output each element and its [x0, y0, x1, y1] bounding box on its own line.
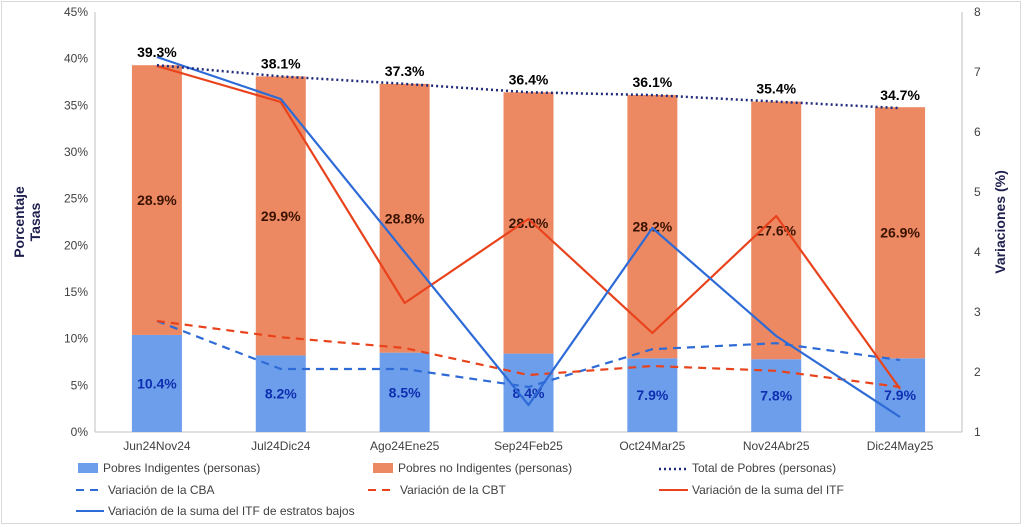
- left-axis-ticks: 0% 5% 10% 15% 20% 25% 30% 35% 40% 45%: [64, 5, 88, 439]
- series-line-2: [156, 64, 901, 390]
- right-tick-label: 3: [974, 305, 981, 319]
- bars: [131, 65, 926, 432]
- total-label: 37.3%: [385, 63, 425, 79]
- bar-label-indigentes: 10.4%: [137, 375, 177, 391]
- bar-indigentes: [751, 359, 802, 432]
- right-tick-label: 2: [974, 365, 981, 379]
- bar-label-no-indigentes: 28.2%: [633, 219, 673, 235]
- right-axis-ticks: 1 2 3 4 5 6 7 8: [974, 5, 981, 439]
- total-label: 36.4%: [509, 71, 549, 87]
- bar-indigentes: [131, 334, 182, 432]
- left-axis-title-line1: Porcentaje: [11, 186, 27, 258]
- legend-label-itf: Variación de la suma del ITF: [692, 483, 844, 497]
- bar-indigentes: [379, 352, 430, 432]
- x-tick-label: Nov24Abr25: [743, 439, 810, 453]
- legend-label-no-indigentes: Pobres no Indigentes (personas): [398, 461, 572, 475]
- x-tick-label: Oct24Mar25: [619, 439, 685, 453]
- right-tick-label: 1: [974, 425, 981, 439]
- right-axis-title: Variaciones (%): [992, 170, 1008, 274]
- right-tick-label: 5: [974, 185, 981, 199]
- total-label: 38.1%: [261, 55, 301, 71]
- legend-swatch-indigentes: [78, 463, 98, 473]
- right-tick-label: 8: [974, 5, 981, 19]
- bar-indigentes: [875, 358, 926, 432]
- left-axis-title-line2: Tasas: [27, 202, 43, 241]
- bar-label-no-indigentes: 28.8%: [385, 210, 425, 226]
- bar-indigentes: [627, 358, 678, 432]
- bar-label-no-indigentes: 29.9%: [261, 208, 301, 224]
- bar-indigentes: [503, 353, 554, 432]
- bar-label-indigentes: 8.2%: [265, 386, 297, 402]
- x-tick-label: Jul24Dic24: [251, 439, 311, 453]
- legend-label-itf-bajos: Variación de la suma del ITF de estratos…: [108, 504, 355, 518]
- bar-label-indigentes: 7.9%: [884, 387, 916, 403]
- bar-labels: 10.4%28.9%8.2%29.9%8.5%28.8%8.4%28.0%7.9…: [137, 192, 920, 404]
- total-line: [156, 63, 901, 110]
- legend-swatch-no-indigentes: [373, 463, 393, 473]
- total-labels: 39.3% 38.1% 37.3% 36.4% 36.1% 35.4% 34.7%: [137, 44, 920, 103]
- legend-label-cba: Variación de la CBA: [108, 483, 215, 497]
- x-axis-ticks: Jun24Nov24 Jul24Dic24 Ago24Ene25 Sep24Feb25…: [123, 439, 934, 453]
- total-label: 39.3%: [137, 44, 177, 60]
- bar-label-indigentes: 7.8%: [760, 388, 792, 404]
- x-tick-label: Dic24May25: [867, 439, 934, 453]
- series-line-3: [156, 55, 901, 418]
- bar-label-no-indigentes: 28.9%: [137, 192, 177, 208]
- left-tick-label: 5%: [71, 378, 89, 392]
- legend-label-total: Total de Pobres (personas): [692, 461, 836, 475]
- legend-label-indigentes: Pobres Indigentes (personas): [103, 461, 260, 475]
- x-tick-label: Ago24Ene25: [370, 439, 440, 453]
- left-tick-label: 45%: [64, 5, 88, 19]
- bar-label-indigentes: 8.5%: [389, 384, 421, 400]
- left-tick-label: 20%: [64, 238, 88, 252]
- bar-no-indigentes: [379, 83, 430, 353]
- left-tick-label: 0%: [71, 425, 89, 439]
- total-label: 35.4%: [756, 81, 796, 97]
- bar-no-indigentes: [131, 65, 182, 335]
- total-label: 34.7%: [880, 87, 920, 103]
- left-tick-label: 15%: [64, 285, 88, 299]
- bar-label-indigentes: 7.9%: [636, 387, 668, 403]
- bar-no-indigentes: [627, 95, 678, 359]
- bar-no-indigentes: [503, 92, 554, 354]
- left-tick-label: 30%: [64, 145, 88, 159]
- left-tick-label: 25%: [64, 192, 88, 206]
- left-tick-label: 40%: [64, 52, 88, 66]
- total-label: 36.1%: [633, 74, 673, 90]
- legend: Pobres Indigentes (personas) Pobres no I…: [76, 461, 844, 518]
- bar-no-indigentes: [255, 76, 306, 356]
- legend-label-cbt: Variación de la CBT: [400, 483, 506, 497]
- bar-label-no-indigentes: 26.9%: [880, 225, 920, 241]
- left-tick-label: 35%: [64, 98, 88, 112]
- x-tick-label: Sep24Feb25: [494, 439, 563, 453]
- left-tick-label: 10%: [64, 332, 88, 346]
- right-tick-label: 7: [974, 65, 981, 79]
- bar-no-indigentes: [875, 107, 926, 359]
- series-lines: [156, 55, 901, 418]
- x-tick-label: Jun24Nov24: [123, 439, 191, 453]
- right-tick-label: 4: [974, 245, 981, 259]
- series-line-0: [156, 319, 901, 389]
- right-tick-label: 6: [974, 125, 981, 139]
